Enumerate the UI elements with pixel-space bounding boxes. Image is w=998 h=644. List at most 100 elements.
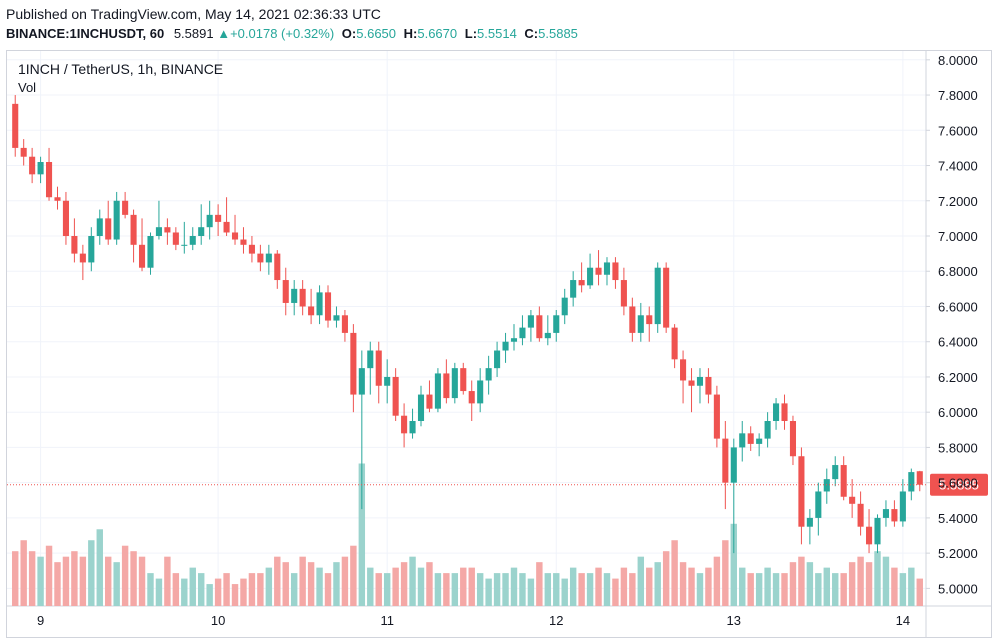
candle-body xyxy=(899,491,906,522)
volume-bar xyxy=(713,556,721,606)
volume-bar xyxy=(274,556,281,606)
candle-body xyxy=(181,244,188,246)
volume-bar xyxy=(282,562,289,606)
candle-body xyxy=(612,262,619,281)
candle-body xyxy=(815,491,822,518)
volume-bar xyxy=(476,573,484,606)
volume-bar xyxy=(409,556,416,606)
volume-bar xyxy=(265,567,273,606)
candle-body xyxy=(739,433,746,448)
volume-bar xyxy=(789,562,797,606)
candle-body xyxy=(130,214,137,245)
volume-bar xyxy=(113,562,120,606)
candle-body xyxy=(629,306,636,333)
candle-body xyxy=(849,496,856,504)
candle-body xyxy=(663,267,670,328)
y-tick-label: 7.4000 xyxy=(938,159,978,174)
y-tick-label: 6.0000 xyxy=(938,405,978,420)
volume-bar xyxy=(696,573,704,606)
chart-frame xyxy=(6,50,992,638)
volume-bar xyxy=(248,573,256,606)
candle-body xyxy=(257,253,264,263)
volume-bar xyxy=(739,567,746,606)
candle-body xyxy=(730,447,737,483)
volume-bar xyxy=(536,562,543,606)
candle-body xyxy=(671,327,678,360)
candle-body xyxy=(536,315,543,339)
candle-body xyxy=(350,332,357,395)
candle-body xyxy=(172,232,179,245)
volume-bar xyxy=(257,573,264,606)
candle-body xyxy=(705,376,712,395)
volume-bar xyxy=(417,567,425,606)
candle-body xyxy=(451,368,458,399)
candle-body xyxy=(308,306,315,316)
volume-bar xyxy=(857,556,864,606)
candle-body xyxy=(299,288,306,307)
volume-bar xyxy=(434,573,442,606)
volume-bar xyxy=(426,562,433,606)
candle-body xyxy=(468,391,475,404)
open-value: 5.6650 xyxy=(356,26,397,41)
volume-bar xyxy=(147,573,154,606)
candle-body xyxy=(198,227,205,236)
candle-body xyxy=(781,403,788,421)
volume-bar xyxy=(121,545,129,606)
candle-body xyxy=(773,403,780,421)
volume-bar xyxy=(544,573,552,606)
candle-body xyxy=(105,218,112,240)
volume-bar xyxy=(781,573,788,606)
y-tick-label: 6.6000 xyxy=(938,299,978,314)
x-tick-label: 9 xyxy=(37,613,44,628)
symbol-info-bar: BINANCE:1INCHUSDT, 60 5.5891 ▲+0.0178 (+… xyxy=(6,26,578,41)
candle-body xyxy=(866,526,873,545)
candle-body xyxy=(510,338,518,342)
volume-bar xyxy=(206,584,213,606)
volume-bar xyxy=(510,567,518,606)
candle-body xyxy=(96,218,103,236)
candle-body xyxy=(823,479,830,492)
candle-body xyxy=(857,503,864,527)
candle-body xyxy=(477,380,484,404)
volume-bar xyxy=(679,562,687,606)
y-tick-label: 7.6000 xyxy=(938,123,978,138)
candle-body xyxy=(603,262,611,275)
candle-body xyxy=(138,244,146,268)
candle-body xyxy=(341,315,348,333)
candle-body xyxy=(713,394,720,439)
volume-bar xyxy=(240,578,247,606)
volume-bar xyxy=(54,562,61,606)
volume-bar xyxy=(307,562,315,606)
volume-bar xyxy=(730,523,738,606)
volume-bar xyxy=(882,556,890,606)
volume-bar xyxy=(392,567,399,606)
candle-body xyxy=(324,292,332,321)
symbol-label: BINANCE:1INCHUSDT, 60 xyxy=(6,26,165,41)
candle-body xyxy=(291,288,298,303)
candle-body xyxy=(375,350,382,386)
candle-body xyxy=(274,253,281,281)
open-label: O: xyxy=(341,26,357,41)
x-tick-label: 10 xyxy=(211,613,225,628)
volume-bar xyxy=(333,562,340,606)
volume-bar xyxy=(899,573,907,606)
candle-body xyxy=(882,509,890,518)
volume-bar xyxy=(45,545,53,606)
y-tick-label: 6.8000 xyxy=(938,264,978,279)
candle-body xyxy=(316,292,323,316)
candle-body xyxy=(392,376,399,416)
volume-bar xyxy=(96,529,103,606)
low-value: 5.5514 xyxy=(477,26,517,41)
volume-bar xyxy=(460,567,467,606)
candle-body xyxy=(891,509,898,522)
candle-body xyxy=(553,315,560,333)
candle-body xyxy=(29,156,36,175)
volume-bar xyxy=(688,567,695,606)
volume-bar xyxy=(290,573,298,606)
volume-bar xyxy=(840,573,847,606)
high-label: H: xyxy=(403,26,418,41)
candle-body xyxy=(426,394,433,409)
volume-bar xyxy=(519,573,526,606)
candle-body xyxy=(756,438,763,444)
